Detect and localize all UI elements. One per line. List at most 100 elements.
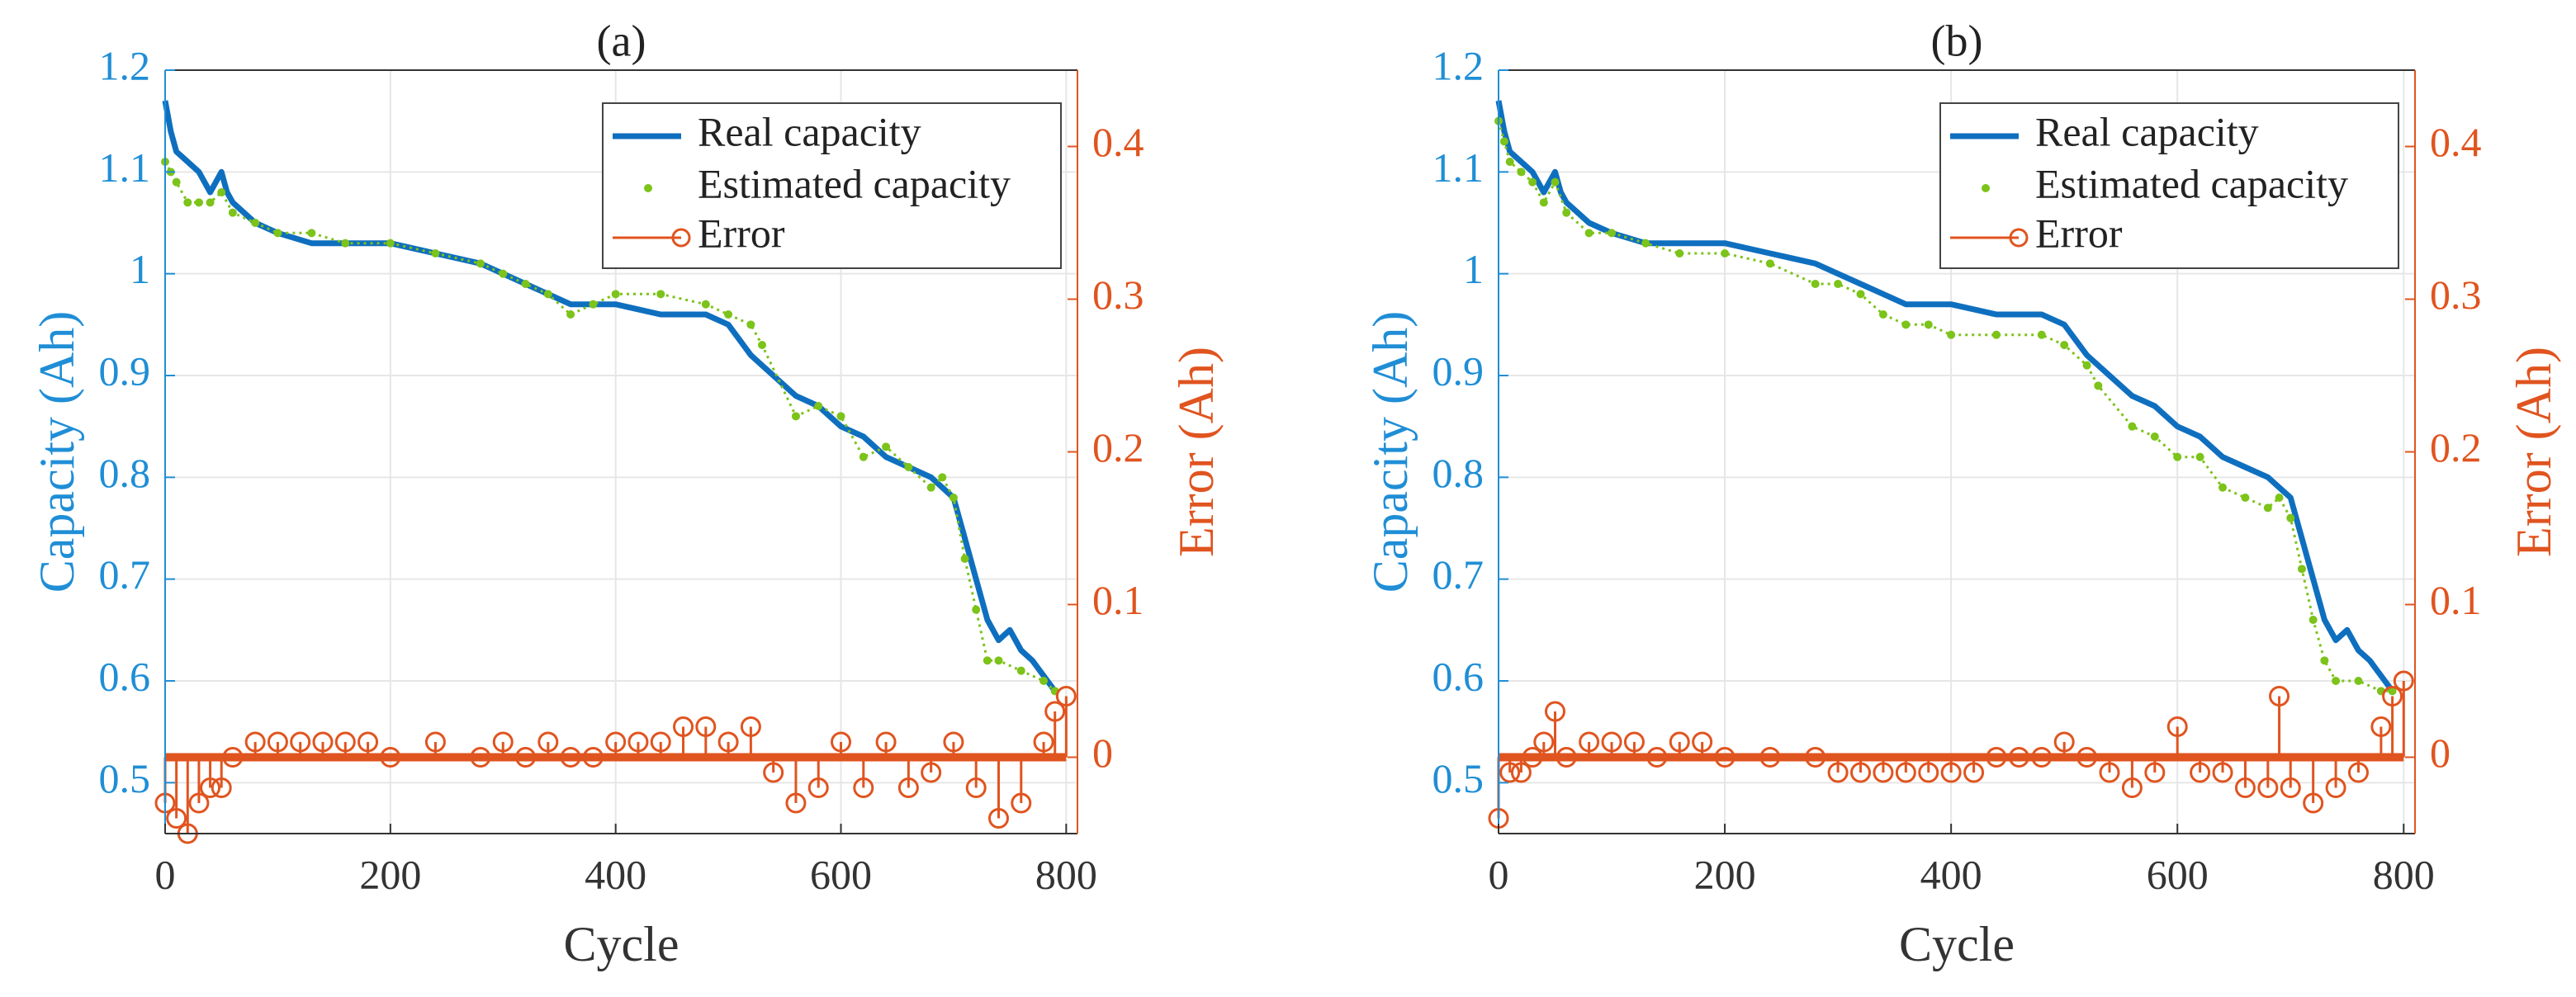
error-marker (1873, 762, 1894, 783)
error-marker (200, 777, 221, 798)
legend-entry-label: Real capacity (2035, 108, 2259, 154)
y-left-tick-label: 1.1 (1432, 144, 1485, 191)
series-estimated-capacity (1494, 116, 2397, 696)
y-left-tick-label: 0.5 (1432, 755, 1485, 801)
estimated-capacity-point (972, 605, 981, 614)
error-marker (1533, 731, 1555, 753)
error-marker (831, 731, 852, 753)
error-marker (312, 731, 334, 753)
error-marker (1055, 686, 1077, 706)
error-marker (2234, 777, 2256, 798)
estimated-capacity-point (960, 555, 969, 563)
estimated-capacity-trace (1497, 120, 2393, 692)
error-marker (334, 731, 356, 753)
error-marker (290, 731, 311, 753)
y-left-axis-label: Capacity (Ah) (30, 311, 84, 593)
error-marker (424, 731, 446, 753)
y-left-tick-label: 0.7 (1432, 551, 1485, 598)
x-tick-label: 200 (1694, 851, 1756, 897)
y-left-tick-label: 1.1 (99, 144, 151, 191)
error-marker (537, 731, 559, 753)
error-marker (650, 731, 671, 753)
error-marker (1895, 762, 1916, 783)
error-marker (740, 716, 761, 737)
error-marker (1918, 762, 1939, 783)
y-left-tick-label: 0.8 (1432, 450, 1485, 496)
error-marker (695, 716, 717, 737)
series-error (154, 686, 1077, 844)
error-marker (2303, 792, 2324, 814)
estimated-capacity-point (1641, 239, 1650, 248)
error-marker (2257, 777, 2279, 798)
error-marker (1601, 731, 1622, 753)
estimated-capacity-point (882, 442, 891, 451)
x-axis-label: Cycle (564, 917, 680, 971)
estimated-capacity-point (983, 656, 992, 665)
estimated-capacity-point (1562, 208, 1571, 217)
y-right-tick-label: 0.4 (1092, 119, 1144, 165)
error-marker (1011, 792, 1032, 814)
y-left-tick-label: 1 (130, 246, 150, 292)
error-marker (358, 731, 379, 753)
error-marker (763, 762, 784, 783)
error-marker (2269, 686, 2290, 706)
error-marker (785, 792, 807, 814)
estimated-capacity-point (1947, 330, 1956, 339)
estimated-capacity-point (904, 463, 913, 471)
error-marker (1499, 762, 1521, 783)
estimated-capacity-point (1505, 158, 1514, 166)
legend-entry-label: Estimated capacity (2035, 160, 2348, 206)
error-marker (1692, 731, 1713, 753)
legend-swatch-estimated (644, 184, 652, 192)
y-left-axis-label: Capacity (Ah) (1363, 311, 1418, 593)
estimated-capacity-point (1675, 249, 1684, 258)
legend-box (1939, 102, 2399, 269)
estimated-capacity-point (1834, 280, 1843, 288)
error-marker (1033, 731, 1054, 753)
y-right-tick-label: 0.1 (1092, 577, 1144, 623)
error-marker (2053, 731, 2075, 753)
error-marker (627, 731, 649, 753)
chart-panel-1: 0 200 400 600 800 0.5 0.6 0.7 0.8 0.9 1 1.1 1.2 0 0.1 0… (1363, 16, 2561, 971)
error-marker (2212, 762, 2233, 783)
error-marker (965, 777, 987, 798)
estimated-capacity-point (1721, 249, 1730, 258)
y-left-tick-label: 0.5 (99, 755, 151, 801)
legend-swatch-error-marker (671, 228, 691, 248)
y-left-tick-label: 1 (1463, 246, 1484, 292)
x-tick-label: 400 (1920, 851, 1982, 897)
error-marker (2121, 777, 2143, 798)
error-marker (2099, 762, 2120, 783)
error-marker (2166, 716, 2188, 737)
y-left-tick-label: 0.9 (99, 347, 151, 394)
error-marker (1940, 762, 1962, 783)
error-marker (1827, 762, 1849, 783)
estimated-capacity-point (1991, 330, 2001, 339)
y-left-tick-label: 0.6 (1432, 653, 1485, 699)
legend-swatch-error-marker (2009, 228, 2029, 248)
estimated-capacity-point (2354, 677, 2363, 685)
error-marker (2190, 762, 2211, 783)
error-marker (2370, 716, 2392, 737)
chart-panel-0: 0 200 400 600 800 0.5 0.6 0.7 0.8 0.9 1 1.1 1.2 0 0.1 0… (30, 16, 1224, 971)
x-tick-label: 600 (810, 851, 872, 897)
error-marker (988, 808, 1010, 829)
error-marker (673, 716, 694, 737)
x-tick-label: 0 (155, 851, 176, 897)
error-marker (2325, 777, 2346, 798)
chart-title: (b) (1931, 16, 1983, 65)
x-tick-label: 0 (1489, 851, 1509, 897)
legend-entry-label: Estimated capacity (698, 160, 1011, 206)
y-left-tick-label: 0.8 (99, 450, 151, 496)
x-tick-label: 600 (2147, 851, 2209, 897)
error-marker (897, 777, 919, 798)
y-right-tick-label: 0.3 (2430, 272, 2482, 318)
error-marker (2347, 762, 2369, 783)
estimated-capacity-point (2037, 330, 2046, 339)
error-marker (717, 731, 739, 753)
error-marker (2393, 670, 2414, 692)
y-right-axis-label: Error (Ah) (2507, 347, 2561, 557)
error-marker (1623, 731, 1645, 753)
estimated-capacity-point (2173, 452, 2182, 461)
